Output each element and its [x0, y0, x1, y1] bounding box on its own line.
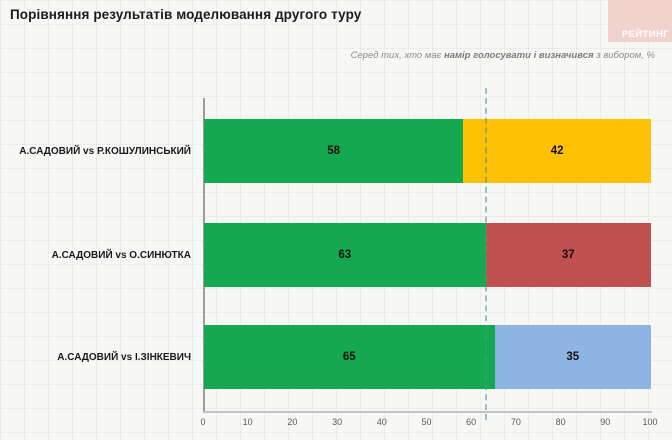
x-tick-label: 90: [600, 417, 611, 427]
bar-row: 58 42: [204, 119, 651, 183]
x-tick-label: 30: [332, 417, 343, 427]
subtitle-text-prefix: Серед тих, хто має: [350, 50, 444, 61]
bar-segment-left: 58: [204, 119, 464, 183]
chart-title: Порівняння результатів моделювання друго…: [10, 7, 362, 22]
bar-value-label: 42: [550, 145, 564, 157]
bar-value-label: 35: [566, 351, 580, 363]
bar-segment-right: 35: [494, 325, 651, 389]
rating-logo: РЕЙТИНГ: [608, 0, 672, 42]
rating-logo-text: РЕЙТИНГ: [621, 29, 669, 40]
category-label: А.САДОВИЙ vs І.ЗІНКЕВИЧ: [57, 351, 191, 363]
bar-row: 65 35: [204, 325, 651, 389]
x-tick-label: 80: [555, 417, 566, 427]
x-axis-line: [203, 411, 652, 413]
x-tick-label: 60: [466, 417, 477, 427]
x-tick-label: 70: [510, 417, 521, 427]
x-tick-label: 100: [642, 417, 658, 427]
x-tick-label: 0: [200, 417, 206, 427]
x-tick-label: 50: [421, 417, 432, 427]
category-label: А.САДОВИЙ vs Р.КОШУЛИНСЬКИЙ: [19, 145, 191, 157]
x-tick-label: 10: [242, 417, 253, 427]
bar-segment-right: 37: [485, 223, 651, 287]
subtitle-text-bold: намір голосувати і визначився: [443, 50, 594, 61]
x-tick-label: 20: [287, 417, 298, 427]
bar-segment-left: 65: [204, 325, 495, 389]
x-tick-label: 40: [376, 417, 387, 427]
reference-line: [484, 88, 487, 420]
bar-value-label: 58: [327, 145, 341, 157]
bar-value-label: 63: [338, 249, 352, 261]
subtitle-text-suffix: з вибором, %: [593, 50, 655, 61]
chart-subtitle: Серед тих, хто має намір голосувати і ви…: [351, 50, 655, 61]
bar-row: 63 37: [204, 223, 651, 287]
bar-segment-right: 42: [463, 119, 651, 183]
bar-segment-left: 63: [204, 223, 486, 287]
bar-value-label: 65: [342, 351, 356, 363]
category-label: А.САДОВИЙ vs О.СИНЮТКА: [51, 249, 191, 261]
bar-value-label: 37: [561, 249, 575, 261]
